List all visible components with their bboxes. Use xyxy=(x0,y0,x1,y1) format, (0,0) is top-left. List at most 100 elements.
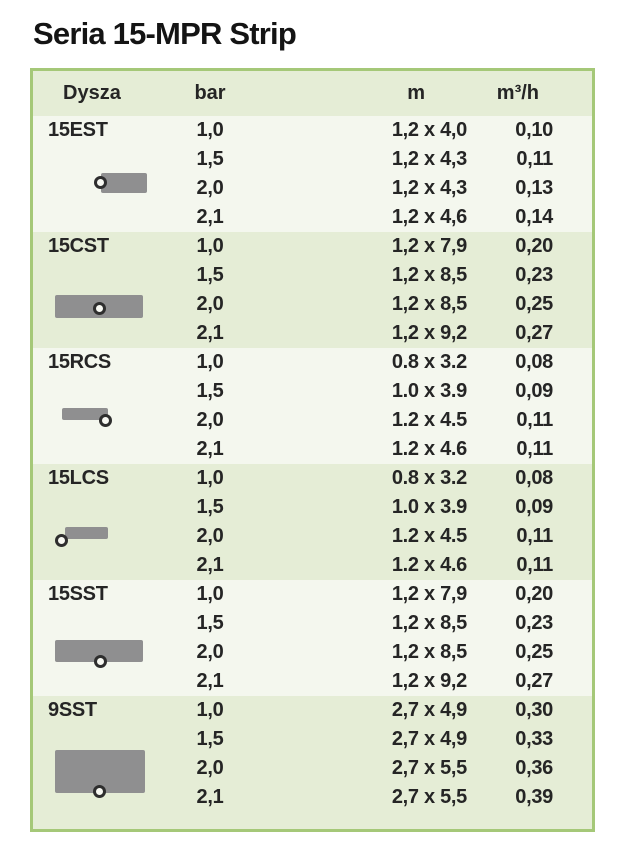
cell-flow: 0,14 xyxy=(515,206,553,228)
spray-area-rect xyxy=(55,640,143,662)
group-name: 15CST xyxy=(48,235,109,257)
left-corner-strip-nozzle-icon xyxy=(33,464,160,580)
cell-m: 1,2 x 7,9 xyxy=(391,583,467,605)
group-rows: 1,0 2,7 x 4,9 0,30 1,5 2,7 x 4,9 0,33 2,… xyxy=(160,696,592,829)
table-row: 1,0 0.8 x 3.2 0,08 xyxy=(160,464,592,493)
spray-area-rect xyxy=(65,527,108,539)
cell-bar: 2,0 xyxy=(196,293,224,315)
cell-m: 0.8 x 3.2 xyxy=(391,467,467,489)
cell-bar: 2,0 xyxy=(196,525,224,547)
cell-flow: 0,09 xyxy=(515,496,553,518)
cell-m: 1,2 x 8,5 xyxy=(391,641,467,663)
cell-flow: 0,11 xyxy=(516,554,553,576)
table-row: 1,5 1,2 x 4,3 0,11 xyxy=(160,145,592,174)
cell-bar: 2,0 xyxy=(196,641,224,663)
group-dysza-cell: 9SST xyxy=(33,696,160,829)
cell-bar: 2,0 xyxy=(196,409,224,431)
nozzle-dot-icon xyxy=(55,534,68,547)
cell-flow: 0,23 xyxy=(515,264,553,286)
table-row: 2,0 1,2 x 4,3 0,13 xyxy=(160,174,592,203)
nozzle-dot-icon xyxy=(93,785,106,798)
group-name: 15RCS xyxy=(48,351,111,373)
cell-m: 1,2 x 7,9 xyxy=(391,235,467,257)
cell-flow: 0,23 xyxy=(515,612,553,634)
cell-flow: 0,11 xyxy=(516,409,553,431)
cell-flow: 0,25 xyxy=(515,641,553,663)
group-dysza-cell: 15EST xyxy=(33,116,160,232)
cell-bar: 1,5 xyxy=(196,612,224,634)
cell-m: 1,2 x 8,5 xyxy=(391,293,467,315)
table-row: 1,5 1,2 x 8,5 0,23 xyxy=(160,609,592,638)
cell-bar: 1,0 xyxy=(196,699,224,721)
table-row: 2,1 2,7 x 5,5 0,39 xyxy=(160,783,592,812)
header-dysza: Dysza xyxy=(63,82,121,104)
nozzle-dot-icon xyxy=(93,302,106,315)
wide-side-strip-nozzle-icon xyxy=(33,696,160,829)
cell-flow: 0,39 xyxy=(515,786,553,808)
cell-flow: 0,27 xyxy=(515,322,553,344)
cell-m: 2,7 x 5,5 xyxy=(391,786,467,808)
cell-flow: 0,10 xyxy=(515,119,553,141)
cell-bar: 1,0 xyxy=(196,583,224,605)
cell-m: 1,2 x 8,5 xyxy=(391,264,467,286)
nozzle-spec-table: Dysza bar m m³/h 15EST 1,0 1,2 x 4,0 0,1… xyxy=(30,68,595,832)
group-dysza-cell: 15CST xyxy=(33,232,160,348)
cell-flow: 0,11 xyxy=(516,438,553,460)
cell-m: 1.2 x 4.5 xyxy=(391,409,467,431)
cell-flow: 0,33 xyxy=(515,728,553,750)
group-dysza-cell: 15LCS xyxy=(33,464,160,580)
header-bar: bar xyxy=(194,82,226,104)
cell-m: 1.0 x 3.9 xyxy=(391,496,467,518)
cell-flow: 0,20 xyxy=(515,235,553,257)
group-name: 15SST xyxy=(48,583,108,605)
cell-flow: 0,13 xyxy=(515,177,553,199)
cell-bar: 1,5 xyxy=(196,380,224,402)
nozzle-dot-icon xyxy=(99,414,112,427)
table-row: 1,0 1,2 x 7,9 0,20 xyxy=(160,580,592,609)
cell-m: 1.0 x 3.9 xyxy=(391,380,467,402)
spray-area-rect xyxy=(101,173,147,193)
page-title: Seria 15-MPR Strip xyxy=(33,16,297,51)
table-header-row: Dysza bar m m³/h xyxy=(33,71,592,116)
table-row: 1,5 1.0 x 3.9 0,09 xyxy=(160,377,592,406)
group-rows: 1,0 0.8 x 3.2 0,08 1,5 1.0 x 3.9 0,09 2,… xyxy=(160,464,592,580)
cell-flow: 0,08 xyxy=(515,351,553,373)
cell-m: 1,2 x 4,3 xyxy=(391,177,467,199)
cell-flow: 0,11 xyxy=(516,148,553,170)
cell-m: 1,2 x 4,0 xyxy=(391,119,467,141)
cell-bar: 2,0 xyxy=(196,177,224,199)
group-rows: 1,0 1,2 x 4,0 0,10 1,5 1,2 x 4,3 0,11 2,… xyxy=(160,116,592,232)
cell-m: 2,7 x 4,9 xyxy=(391,699,467,721)
cell-bar: 1,0 xyxy=(196,467,224,489)
table-row: 2,0 1.2 x 4.5 0,11 xyxy=(160,406,592,435)
group-dysza-cell: 15SST xyxy=(33,580,160,696)
cell-bar: 2,1 xyxy=(196,322,224,344)
table-row: 2,0 1.2 x 4.5 0,11 xyxy=(160,522,592,551)
cell-flow: 0,36 xyxy=(515,757,553,779)
cell-m: 1.2 x 4.6 xyxy=(391,438,467,460)
center-strip-nozzle-icon xyxy=(33,232,160,348)
cell-flow: 0,09 xyxy=(515,380,553,402)
cell-bar: 2,0 xyxy=(196,757,224,779)
table-row: 2,1 1,2 x 9,2 0,27 xyxy=(160,667,592,696)
cell-bar: 2,1 xyxy=(196,670,224,692)
cell-bar: 2,1 xyxy=(196,206,224,228)
nozzle-group-15lcs: 15LCS 1,0 0.8 x 3.2 0,08 1,5 1.0 x 3.9 0… xyxy=(33,464,592,580)
group-dysza-cell: 15RCS xyxy=(33,348,160,464)
group-name: 9SST xyxy=(48,699,97,721)
table-row: 2,1 1.2 x 4.6 0,11 xyxy=(160,435,592,464)
end-strip-nozzle-icon xyxy=(33,116,160,232)
cell-m: 2,7 x 5,5 xyxy=(391,757,467,779)
table-row: 1,0 1,2 x 7,9 0,20 xyxy=(160,232,592,261)
table-row: 1,0 1,2 x 4,0 0,10 xyxy=(160,116,592,145)
header-flow: m³/h xyxy=(496,82,539,104)
right-corner-strip-nozzle-icon xyxy=(33,348,160,464)
cell-m: 1,2 x 4,3 xyxy=(391,148,467,170)
cell-bar: 1,5 xyxy=(196,148,224,170)
group-name: 15EST xyxy=(48,119,108,141)
cell-bar: 1,5 xyxy=(196,496,224,518)
spray-area-rect xyxy=(62,408,108,420)
table-row: 1,0 2,7 x 4,9 0,30 xyxy=(160,696,592,725)
cell-m: 1,2 x 8,5 xyxy=(391,612,467,634)
cell-flow: 0,30 xyxy=(515,699,553,721)
